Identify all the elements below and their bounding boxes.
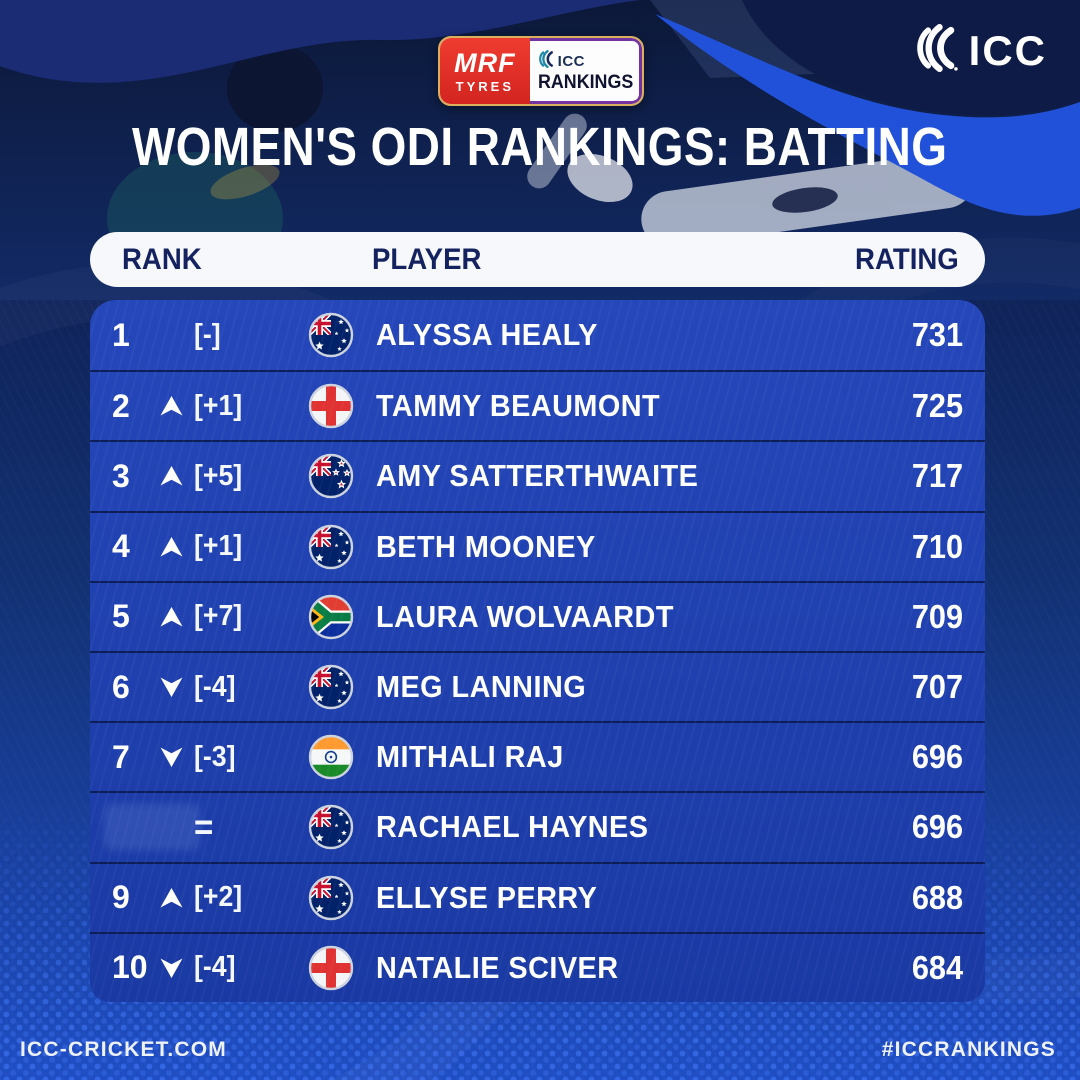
- obscured-rank-patch: [104, 804, 200, 851]
- player-name: ELLYSE PERRY: [376, 879, 598, 915]
- player-name: LAURA WOLVAARDT: [376, 598, 674, 634]
- rank-value: 7: [112, 738, 130, 775]
- cricket-bat-shape: [641, 152, 974, 248]
- rating-value: 717: [911, 457, 963, 495]
- movement-down-icon: [160, 958, 194, 978]
- navy-swoosh-shape: [0, 0, 640, 83]
- rating-value: 707: [911, 668, 963, 706]
- dark-corner-shape: [742, 0, 1080, 116]
- icc-badge-text: ICC: [557, 52, 585, 70]
- icc-swirl-icon: [914, 24, 960, 77]
- rating-value: 725: [911, 387, 963, 425]
- rank-value: 1: [112, 316, 130, 353]
- movement-up-icon: [160, 887, 194, 908]
- table-row: 10 [-4] NATALIE SCIVER 684: [90, 931, 985, 1002]
- footer-website: ICC-CRICKET.COM: [20, 1038, 227, 1061]
- flag-australia-icon: [308, 312, 354, 358]
- player-name: BETH MOONEY: [376, 528, 596, 564]
- player-name: MEG LANNING: [376, 669, 587, 705]
- flag-england-icon: [308, 945, 354, 991]
- player-name: RACHAEL HAYNES: [376, 809, 649, 845]
- movement-up-icon: [160, 466, 194, 486]
- icc-rankings-logo: ICC RANKINGS: [529, 38, 642, 104]
- rating-value: 696: [911, 808, 963, 846]
- icc-logo: ICC: [914, 24, 1047, 77]
- column-header-player: PLAYER: [372, 242, 482, 276]
- movement-change-label: [-3]: [194, 740, 236, 773]
- player-name: NATALIE SCIVER: [376, 949, 619, 985]
- flag-england-icon: [308, 383, 354, 429]
- flag-australia-icon: [308, 664, 354, 710]
- player-name: AMY SATTERTHWAITE: [376, 458, 699, 494]
- rating-value: 731: [911, 316, 963, 354]
- flag-new-zealand-icon: [308, 453, 354, 499]
- rank-value: 6: [112, 668, 130, 705]
- table-row: 5 [+7] LAURA WOLVAARDT 709: [90, 580, 985, 651]
- table-header: RANK PLAYER RATING: [90, 232, 985, 287]
- rank-value: 2: [112, 387, 130, 424]
- rating-value: 688: [911, 878, 963, 916]
- mrf-logo-text: MRF: [454, 47, 516, 78]
- flag-south-africa-icon: [308, 594, 354, 640]
- mrf-tyres-logo: MRF TYRES: [440, 38, 530, 104]
- flag-australia-icon: [308, 875, 354, 921]
- movement-down-icon: [160, 677, 194, 698]
- table-row: 3 [+5] AMY SATTERTHWAITE 717: [90, 440, 985, 510]
- table-row: = RACHAEL HAYNES 696: [90, 791, 985, 861]
- movement-change-label: [+1]: [194, 530, 243, 563]
- movement-change-label: [+2]: [194, 881, 243, 914]
- rating-value: 710: [911, 527, 963, 565]
- footer-hashtag: #ICCRANKINGS: [881, 1038, 1056, 1061]
- rank-value: 10: [112, 949, 148, 986]
- blue-wave-shape: [655, 14, 1080, 216]
- player-name: MITHALI RAJ: [376, 739, 564, 775]
- table-row: 7 [-3] MITHALI RAJ 696: [90, 721, 985, 791]
- batter-helmet-shape: [227, 44, 323, 132]
- rank-value: 3: [112, 457, 130, 494]
- rating-value: 684: [911, 948, 963, 986]
- column-header-rank: RANK: [122, 242, 202, 276]
- column-header-rating: RATING: [855, 242, 959, 276]
- flag-india-icon: [308, 734, 354, 780]
- table-row: 6 [-4] MEG LANNING 707: [90, 650, 985, 721]
- movement-down-icon: [160, 747, 194, 768]
- player-name: TAMMY BEAUMONT: [376, 388, 661, 424]
- movement-change-label: [-4]: [194, 670, 236, 703]
- movement-up-icon: [160, 606, 194, 627]
- mrf-tyres-text: TYRES: [455, 78, 514, 94]
- flag-australia-icon: [308, 804, 354, 850]
- movement-change-label: [-4]: [194, 951, 236, 984]
- movement-change-label: [+5]: [194, 459, 243, 492]
- rank-value: 5: [112, 598, 130, 635]
- rating-value: 696: [911, 738, 963, 776]
- movement-change-label: [+1]: [194, 389, 243, 422]
- flag-australia-icon: [308, 524, 354, 570]
- batter-glove-shape: [567, 153, 633, 203]
- table-row: 9 [+2] ELLYSE PERRY 688: [90, 861, 985, 932]
- movement-up-icon: [160, 536, 194, 557]
- rankings-badge-text: RANKINGS: [537, 71, 633, 93]
- rank-value: 9: [112, 879, 130, 916]
- rating-value: 709: [911, 597, 963, 635]
- page-title: WOMEN'S ODI RANKINGS: BATTING: [132, 117, 948, 177]
- icc-swirl-small-icon: [538, 49, 555, 73]
- sponsor-badge: MRF TYRES ICC RANKINGS: [438, 36, 644, 106]
- rankings-table: RANK PLAYER RATING 1 [-] ALYSSA HEALY 731 2…: [90, 232, 985, 1002]
- movement-up-icon: [160, 396, 194, 416]
- table-row: 2 [+1] TAMMY BEAUMONT 725: [90, 370, 985, 440]
- movement-equal-label: =: [194, 806, 214, 848]
- movement-change-label: [+7]: [194, 600, 243, 633]
- icc-logo-text: ICC: [968, 26, 1047, 74]
- player-name: ALYSSA HEALY: [376, 317, 598, 353]
- table-row: 4 [+1] BETH MOONEY 710: [90, 510, 985, 581]
- movement-change-label: [-]: [194, 318, 221, 351]
- rank-value: 4: [112, 528, 130, 565]
- table-row: 1 [-] ALYSSA HEALY 731: [90, 300, 985, 370]
- footer: ICC-CRICKET.COM #ICCRANKINGS: [0, 1038, 1080, 1062]
- table-body: 1 [-] ALYSSA HEALY 731 2 [+1] TAMMY BEAUMONT…: [90, 300, 985, 1002]
